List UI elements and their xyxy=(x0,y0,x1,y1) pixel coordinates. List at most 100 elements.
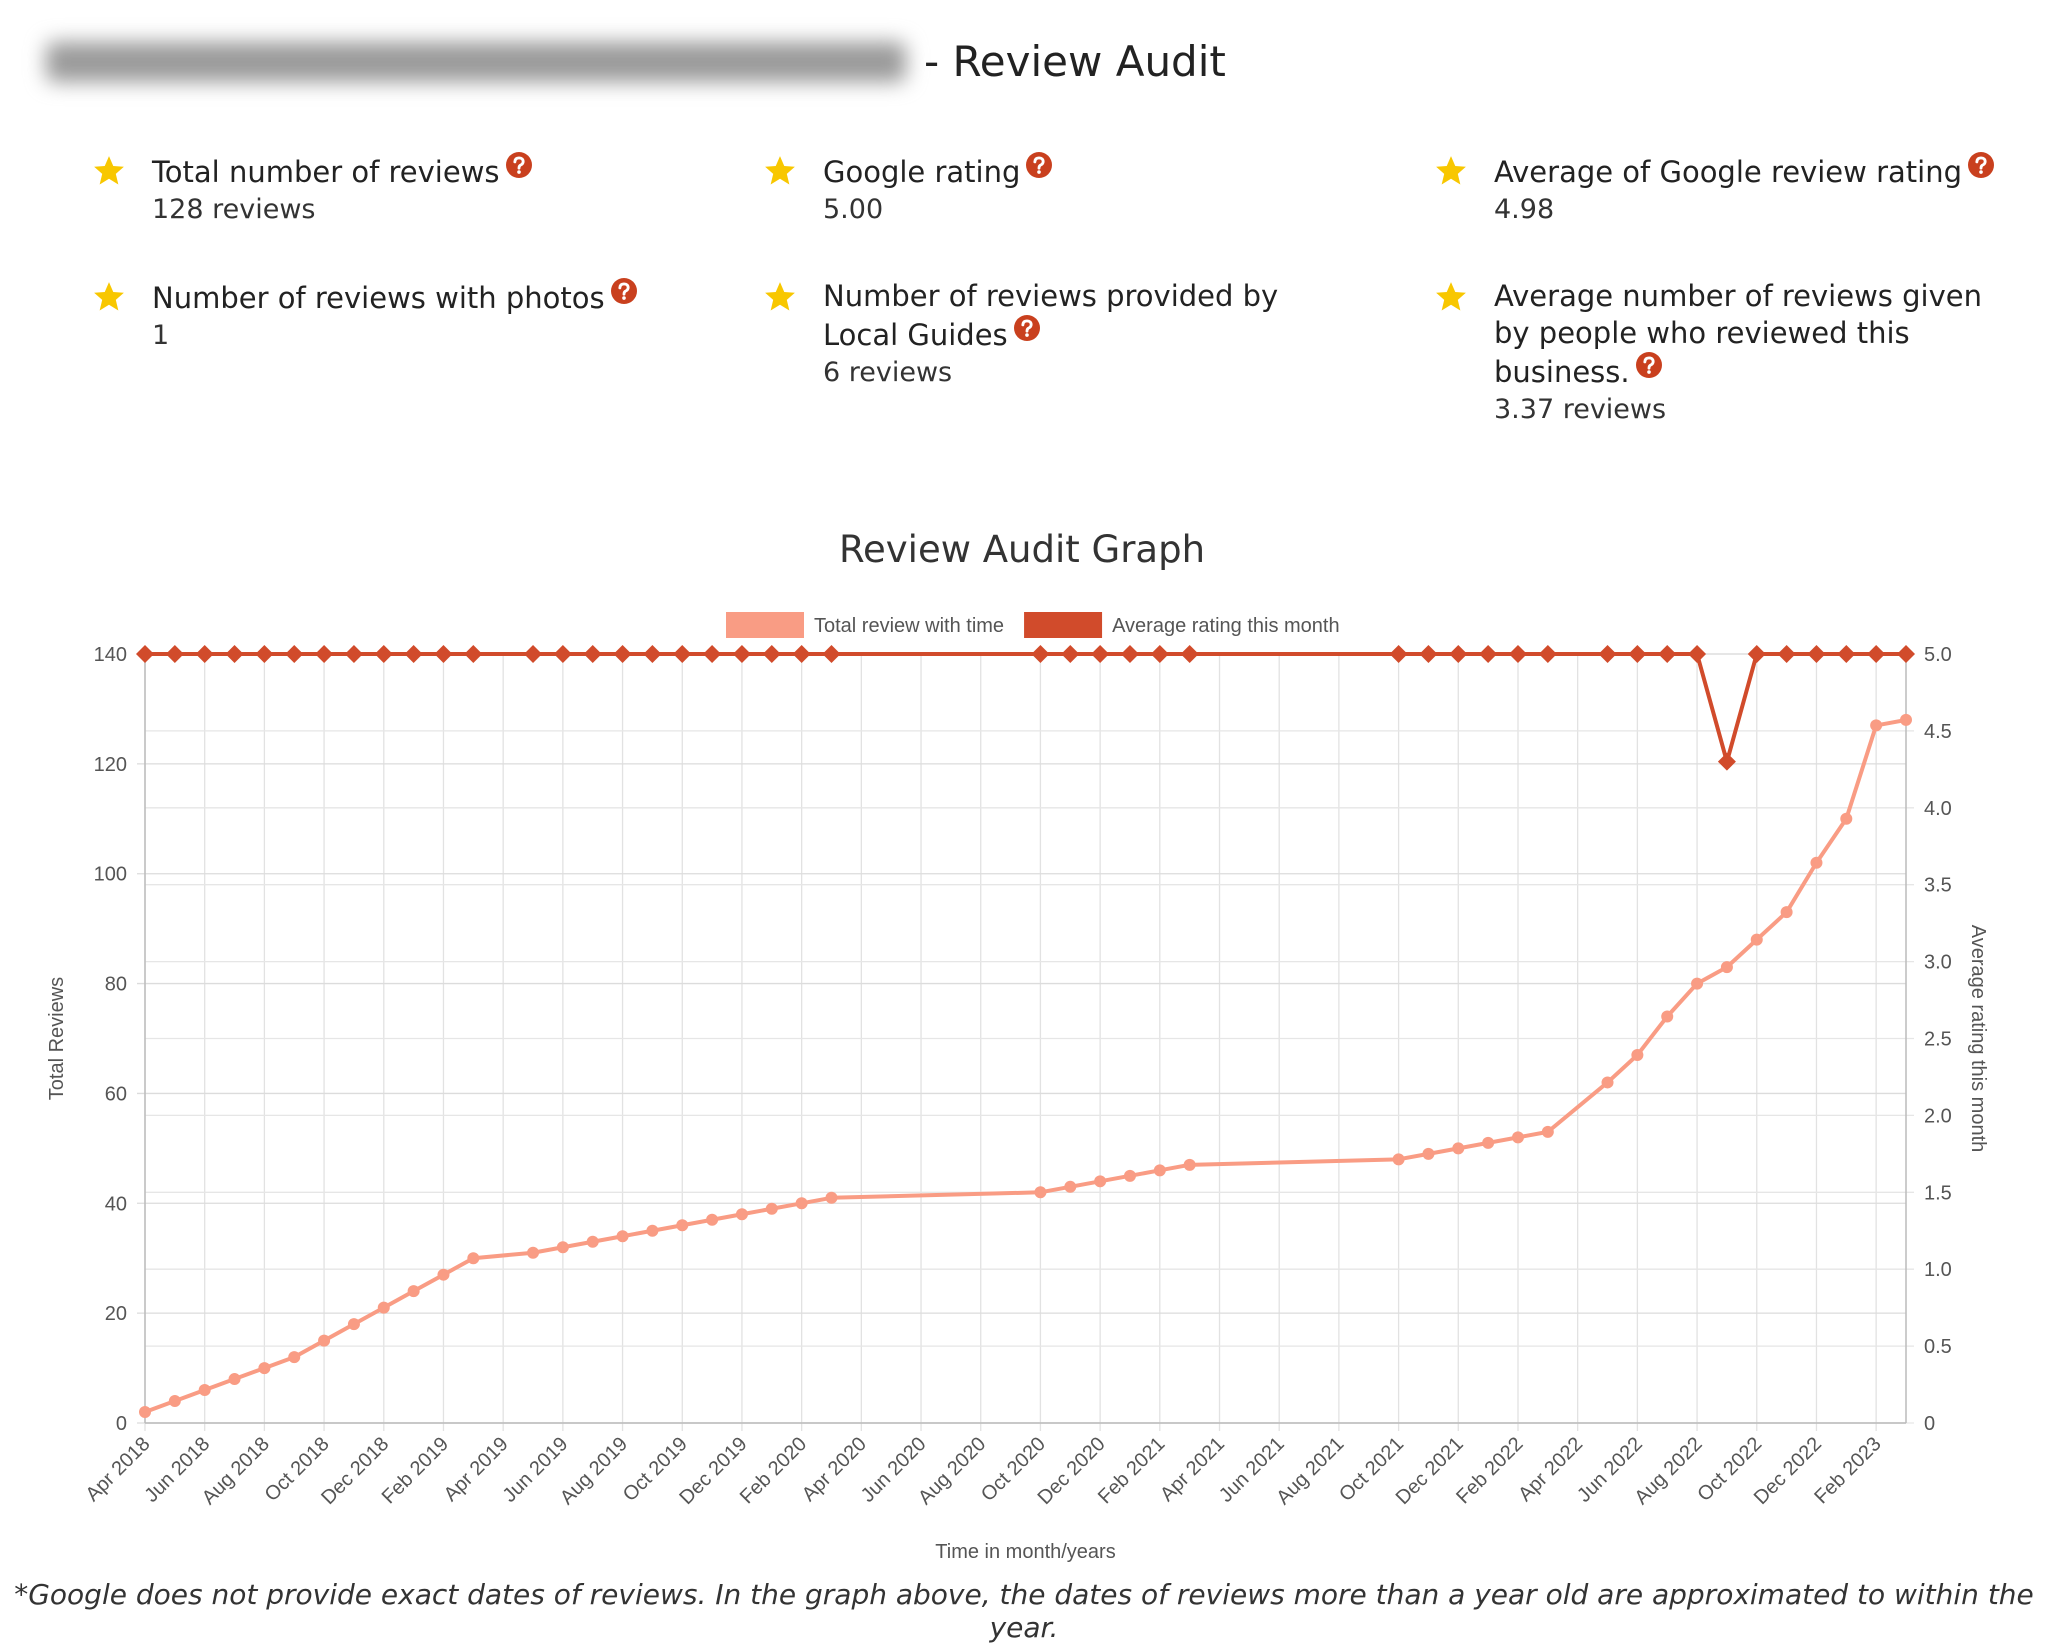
point xyxy=(434,645,453,663)
star-icon xyxy=(94,282,124,311)
point xyxy=(643,645,662,663)
point xyxy=(765,1202,778,1215)
point xyxy=(258,1362,271,1375)
y-tick-label: 140 xyxy=(94,644,127,666)
point xyxy=(1658,645,1677,663)
stat: Average of Google review rating 4.98 xyxy=(1434,152,1994,228)
help-icon[interactable] xyxy=(1026,152,1053,178)
help-icon[interactable] xyxy=(505,152,532,178)
point xyxy=(553,645,572,663)
y-tick-label: 80 xyxy=(105,974,127,996)
legend-swatch xyxy=(726,612,804,638)
y-tick-label: 100 xyxy=(94,864,127,886)
y2-tick-label: 0.5 xyxy=(1924,1336,1952,1358)
star-icon xyxy=(1436,282,1466,311)
point xyxy=(467,1252,480,1265)
point xyxy=(255,645,274,663)
point xyxy=(673,645,692,663)
stat-label-text: Number of reviews provided by Local Guid… xyxy=(823,279,1279,352)
point xyxy=(1628,645,1647,663)
point xyxy=(404,645,423,663)
point xyxy=(1897,645,1915,663)
y2-tick-label: 1.0 xyxy=(1924,1259,1952,1281)
legend-swatch xyxy=(1024,612,1103,638)
stat-text: Number of reviews with photos 1 xyxy=(152,278,637,354)
y-tick-label: 20 xyxy=(105,1303,127,1325)
stat: Total number of reviews 128 reviews xyxy=(92,152,652,228)
point xyxy=(762,645,781,663)
point xyxy=(1422,1147,1435,1160)
series-line xyxy=(144,717,1907,1414)
stat-label-text: Average of Google review rating xyxy=(1494,155,1962,189)
stat-value: 5.00 xyxy=(823,194,884,225)
stat-text: Average number of reviews given by peopl… xyxy=(1494,278,1994,428)
stat-value: 4.98 xyxy=(1494,194,1555,225)
point xyxy=(1598,645,1617,663)
y-tick-label: 120 xyxy=(94,754,127,776)
point xyxy=(1482,1136,1495,1149)
y2-tick-label: 0 xyxy=(1924,1413,1935,1435)
y2-tick-label: 2.5 xyxy=(1924,1029,1952,1051)
point xyxy=(318,1334,331,1347)
point xyxy=(822,645,841,663)
legend-label: Average rating this month xyxy=(1112,615,1340,637)
star-icon xyxy=(765,156,795,185)
point xyxy=(344,645,363,663)
help-icon[interactable] xyxy=(1635,352,1662,378)
point xyxy=(1034,1186,1047,1199)
star-icon xyxy=(1436,156,1466,185)
point xyxy=(1064,1180,1077,1193)
point xyxy=(1750,933,1763,946)
point xyxy=(437,1268,450,1281)
point xyxy=(616,1230,629,1243)
point xyxy=(676,1219,689,1232)
point xyxy=(1538,645,1557,663)
header: - Review Audit xyxy=(0,30,2048,94)
point xyxy=(703,645,722,663)
point xyxy=(1091,645,1110,663)
stat: Average number of reviews given by peopl… xyxy=(1434,278,1994,428)
stat-label: Average of Google review rating xyxy=(1494,152,1994,191)
chart-title: Review Audit Graph xyxy=(839,528,1205,571)
y-tick-label: 40 xyxy=(105,1193,127,1215)
y2-tick-label: 3.5 xyxy=(1924,875,1952,897)
point xyxy=(1031,645,1050,663)
y2-tick-label: 2.0 xyxy=(1924,1105,1952,1127)
point xyxy=(1120,645,1139,663)
grid xyxy=(137,653,1914,1431)
stat-label: Total number of reviews xyxy=(152,152,532,191)
point xyxy=(195,645,214,663)
stat-label: Average number of reviews given by peopl… xyxy=(1494,278,1994,391)
point xyxy=(583,645,602,663)
stat-label: Number of reviews provided by Local Guid… xyxy=(823,278,1323,354)
stat: Number of reviews with photos 1 xyxy=(92,278,652,354)
help-icon[interactable] xyxy=(1013,315,1040,341)
point xyxy=(1508,645,1527,663)
point xyxy=(464,645,483,663)
series-line xyxy=(145,652,1906,764)
point xyxy=(407,1285,420,1298)
point xyxy=(1183,1158,1196,1171)
point xyxy=(1688,645,1707,663)
help-icon[interactable] xyxy=(1968,152,1994,178)
stat: Number of reviews provided by Local Guid… xyxy=(763,278,1323,391)
y-tick-label: 60 xyxy=(105,1083,127,1105)
help-icon[interactable] xyxy=(610,278,637,304)
point xyxy=(374,645,393,663)
point xyxy=(198,1384,211,1397)
y2-tick-label: 5.0 xyxy=(1924,644,1952,666)
point xyxy=(524,645,543,663)
x-axis-label: Time in month/years xyxy=(935,1541,1115,1563)
stat-label-text: Average number of reviews given by peopl… xyxy=(1494,279,1982,389)
point xyxy=(1900,713,1912,726)
point xyxy=(377,1301,390,1314)
stat-value: 1 xyxy=(152,320,170,351)
stat-text: Average of Google review rating 4.98 xyxy=(1494,152,1994,228)
blurred-name xyxy=(46,42,906,82)
point xyxy=(706,1213,719,1226)
point xyxy=(646,1224,659,1237)
y-tick-label: 0 xyxy=(116,1413,127,1435)
stat-label-text: Google rating xyxy=(823,155,1021,189)
point xyxy=(1180,645,1199,663)
point xyxy=(165,645,184,663)
